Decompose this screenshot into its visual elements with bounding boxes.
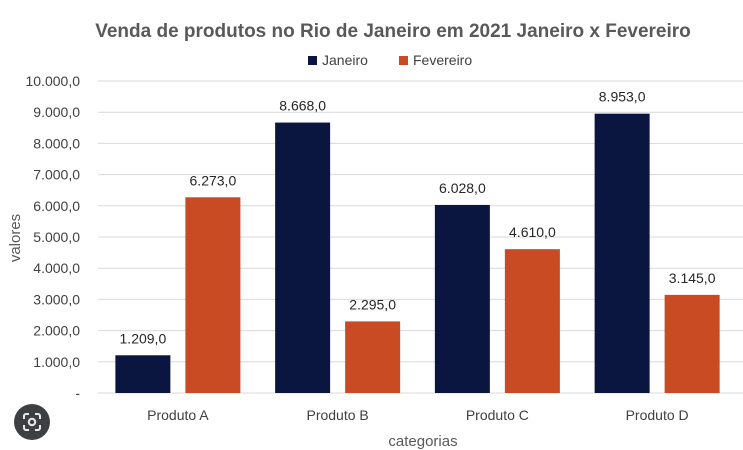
y-axis-ticks: - 1.000,0 2.000,0 3.000,0 4.000,0 5.000,0 6.00… xyxy=(26,73,81,401)
category-label: Produto B xyxy=(306,407,368,423)
data-labels: 1.209,0 6.273,0 8.668,0 2.295,0 6.028,0 4.610… xyxy=(120,89,716,347)
legend-swatch xyxy=(399,56,408,65)
data-label: 4.610,0 xyxy=(509,224,556,240)
data-label: 2.295,0 xyxy=(349,296,396,312)
chart-title: Venda de produtos no Rio de Janeiro em 2… xyxy=(95,21,691,42)
x-axis-categories: Produto A Produto B Produto C Produto D xyxy=(147,407,689,423)
bar-janeiro-3 xyxy=(434,204,490,393)
data-label: 6.273,0 xyxy=(190,172,237,188)
data-label: 6.028,0 xyxy=(439,180,486,196)
category-label: Produto D xyxy=(626,407,689,423)
bar-janeiro-4 xyxy=(594,113,650,394)
legend: Janeiro Fevereiro xyxy=(308,52,472,68)
data-label: 3.145,0 xyxy=(669,270,716,286)
data-label: 8.953,0 xyxy=(599,89,646,105)
y-tick-label: 10.000,0 xyxy=(26,73,81,89)
category-label: Produto A xyxy=(147,407,209,423)
y-tick-label: 2.000,0 xyxy=(33,323,80,339)
lens-icon xyxy=(23,413,41,431)
x-axis-title: categorias xyxy=(388,433,457,450)
y-tick-label: 9.000,0 xyxy=(33,104,80,120)
bars xyxy=(115,113,720,394)
y-tick-label: 7.000,0 xyxy=(33,167,80,183)
y-tick-label: 3.000,0 xyxy=(33,291,80,307)
bar-fevereiro-2 xyxy=(345,321,401,393)
legend-swatch xyxy=(308,56,317,65)
data-label: 8.668,0 xyxy=(279,98,326,114)
y-tick-label: 4.000,0 xyxy=(33,260,80,276)
y-axis-title: valores xyxy=(7,214,24,262)
bar-fevereiro-1 xyxy=(185,197,241,393)
y-tick-label: - xyxy=(75,385,80,401)
legend-label: Janeiro xyxy=(322,52,368,68)
bar-janeiro-2 xyxy=(275,122,331,393)
y-tick-label: 5.000,0 xyxy=(33,229,80,245)
bar-fevereiro-4 xyxy=(664,294,720,393)
bar-fevereiro-3 xyxy=(504,249,560,393)
lens-button[interactable] xyxy=(14,404,50,440)
bar-janeiro-1 xyxy=(115,355,171,393)
y-tick-label: 6.000,0 xyxy=(33,198,80,214)
y-tick-label: 1.000,0 xyxy=(33,354,80,370)
data-label: 1.209,0 xyxy=(120,330,167,346)
legend-label: Fevereiro xyxy=(413,52,472,68)
y-tick-label: 8.000,0 xyxy=(33,135,80,151)
category-label: Produto C xyxy=(466,407,529,423)
